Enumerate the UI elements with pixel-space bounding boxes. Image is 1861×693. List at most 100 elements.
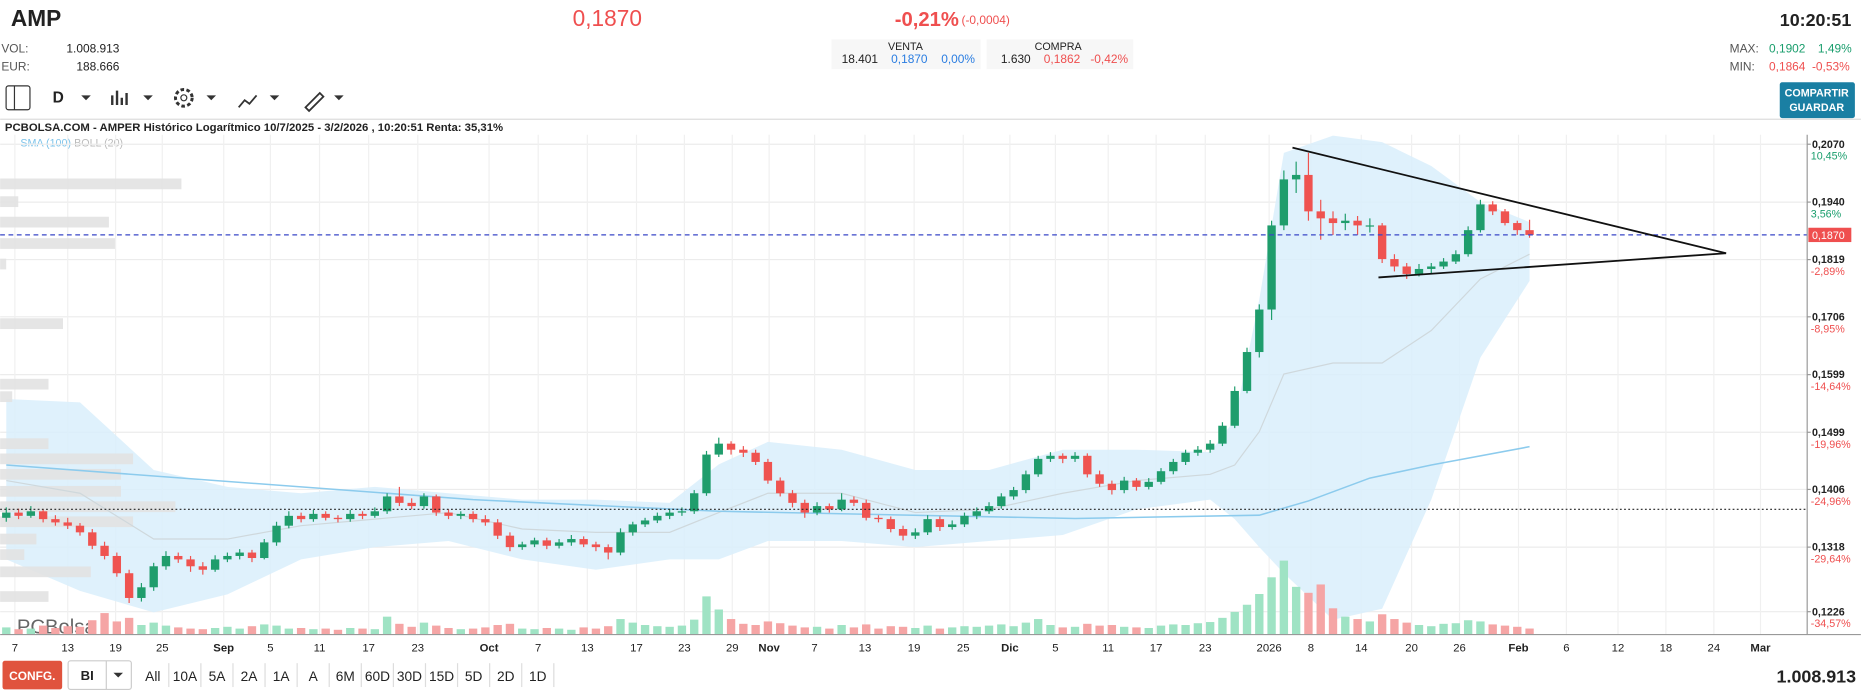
dropdown-arrow[interactable] — [206, 95, 217, 101]
panel-toggle[interactable] — [5, 85, 31, 111]
period-button[interactable]: 5A — [209, 669, 227, 684]
settings-icon[interactable] — [173, 87, 194, 108]
x-tick-label: 5 — [267, 642, 273, 654]
candle-body — [75, 525, 85, 533]
candle-body — [776, 480, 785, 494]
candle-body — [1107, 483, 1117, 491]
min: 0,1864 — [1769, 59, 1806, 73]
y-tick-pct: -2,89% — [1811, 266, 1845, 278]
volume-bar — [1304, 592, 1313, 635]
y-tick-label: 0,1599 — [1812, 369, 1845, 381]
candle-body — [1328, 218, 1338, 224]
period-button[interactable]: 2A — [241, 669, 259, 684]
volume-bar — [493, 625, 502, 635]
volume — [2, 560, 1534, 635]
period-button[interactable]: 1A — [273, 669, 291, 684]
period-button[interactable]: 5D — [465, 669, 483, 684]
x-tick-label: 18 — [1660, 642, 1673, 654]
profile-bar — [0, 438, 49, 450]
candle-body — [1500, 211, 1510, 224]
candle-body — [1427, 266, 1436, 269]
candle-body — [63, 522, 72, 526]
dropdown-arrow[interactable] — [113, 672, 123, 678]
volume-bar — [702, 596, 711, 635]
candle-body — [407, 502, 416, 507]
dropdown-arrow[interactable] — [81, 95, 91, 101]
dropdown-arrow[interactable] — [334, 95, 344, 101]
candle-body — [198, 566, 208, 570]
profile-bar — [0, 549, 25, 560]
volume-bar — [358, 628, 367, 635]
volume-bar — [751, 625, 760, 635]
vol-label: VOL: — [1, 41, 28, 55]
config-button[interactable] — [2, 660, 63, 690]
candle-body — [112, 555, 122, 574]
volume-bar — [51, 627, 60, 635]
y-tick-pct: 10,45% — [1811, 151, 1848, 163]
interval[interactable]: D — [53, 90, 64, 107]
share-button[interactable] — [1779, 82, 1855, 119]
period-button[interactable]: A — [309, 669, 319, 684]
x-tick-label: 23 — [412, 642, 425, 654]
buy-label: COMPRA — [1035, 41, 1083, 53]
volume-bar — [690, 619, 699, 635]
volume-bar — [763, 621, 773, 635]
candle-body — [395, 496, 404, 503]
y-tick-label: 0,1406 — [1812, 484, 1845, 496]
period-button[interactable]: 10A — [173, 669, 198, 684]
y-tick-label: 0,2070 — [1812, 139, 1845, 151]
period-button[interactable]: 2D — [497, 669, 515, 684]
volume-bar — [898, 626, 908, 635]
candle-body — [419, 496, 429, 507]
mode-select[interactable] — [67, 660, 132, 691]
candle-body — [272, 525, 281, 543]
candle-body — [1034, 458, 1043, 475]
period-button[interactable]: 60D — [365, 669, 390, 684]
volume-bar — [1156, 625, 1166, 635]
draw-icon[interactable] — [304, 91, 325, 113]
volume-bar — [1218, 617, 1227, 635]
volume-bar — [972, 626, 981, 635]
volume-bar — [309, 629, 318, 635]
x-tick-label: 19 — [908, 642, 921, 654]
candle-body — [1513, 223, 1522, 231]
volume-bar — [38, 625, 48, 635]
period-button[interactable]: 6M — [336, 669, 355, 684]
chart-type-icon[interactable] — [111, 90, 128, 105]
volume-bar — [1058, 627, 1067, 635]
volume-bar — [1451, 623, 1461, 635]
volume-bar — [1095, 625, 1104, 635]
indicator-icon[interactable] — [238, 94, 258, 108]
y-tick-label: 0,1318 — [1812, 542, 1845, 554]
profile-bar — [0, 238, 115, 249]
candle-body — [38, 511, 48, 520]
volume-bar — [776, 623, 785, 635]
y-tick-label: 0,1499 — [1812, 427, 1845, 439]
x-tick-label: 13 — [61, 642, 74, 654]
candle-body — [763, 461, 773, 481]
candle-body — [616, 532, 625, 553]
candle-body — [911, 532, 920, 536]
period-button[interactable]: 1D — [529, 669, 547, 684]
x-tick-label: 5 — [1052, 642, 1058, 654]
volume-bar — [444, 627, 453, 635]
trendline — [1378, 252, 1727, 279]
period-button[interactable]: All — [145, 669, 160, 684]
candle-body — [124, 573, 134, 598]
config-label: CONFG. — [9, 669, 55, 683]
toolbar: D COMPARTIR GUARDAR — [5, 82, 1855, 119]
period-button[interactable]: 15D — [429, 669, 454, 684]
period-button[interactable]: 30D — [397, 669, 422, 684]
buy-pct: -0,42% — [1090, 52, 1128, 66]
current-price-label: 0,1870 — [1812, 230, 1845, 242]
volume-bar — [886, 626, 895, 635]
max-label: MAX: — [1730, 41, 1759, 55]
candle-body — [1390, 259, 1399, 267]
candle-body — [51, 519, 60, 523]
volume-bar — [923, 625, 932, 635]
volume-bar — [1107, 625, 1117, 635]
dropdown-arrow[interactable] — [269, 95, 280, 101]
dropdown-arrow[interactable] — [143, 95, 153, 101]
volume-bar — [210, 627, 220, 635]
